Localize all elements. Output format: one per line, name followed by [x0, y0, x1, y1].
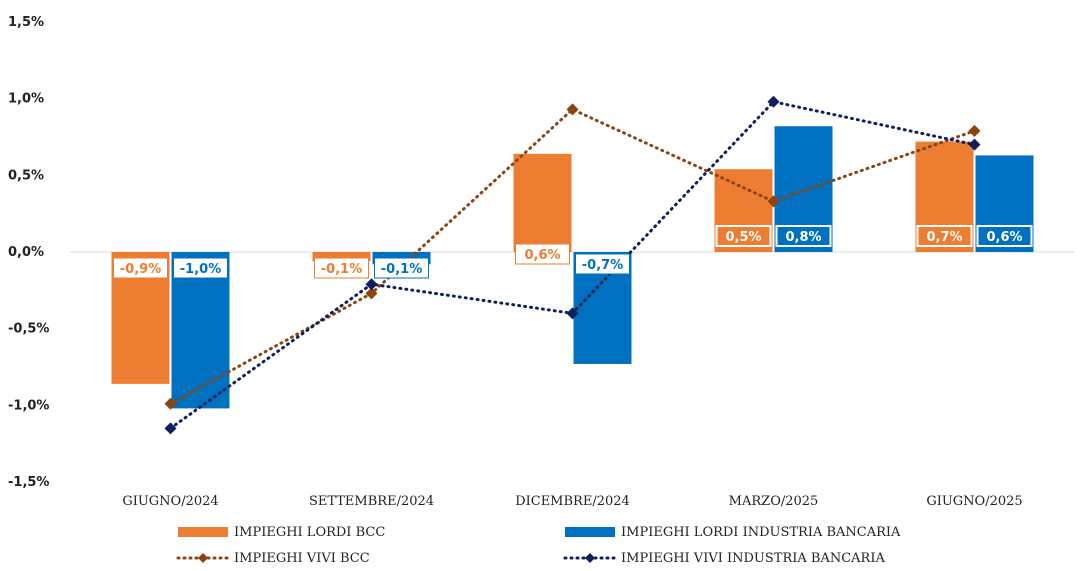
- data-label: 0,7%: [926, 230, 962, 245]
- legend-swatch: [178, 527, 228, 537]
- legend-label: IMPIEGHI LORDI INDUSTRIA BANCARIA: [621, 525, 901, 540]
- data-label-box: [775, 225, 832, 247]
- data-label: 0,6%: [986, 230, 1022, 245]
- legend-label: IMPIEGHI VIVI INDUSTRIA BANCARIA: [621, 551, 885, 566]
- data-label: 0,6%: [524, 248, 560, 263]
- line-point: [767, 95, 780, 108]
- data-label-box: [314, 257, 369, 279]
- line-point: [968, 138, 981, 151]
- y-tick-label: 0,0%: [8, 245, 44, 260]
- line-point: [365, 287, 378, 300]
- y-tick-label: -1,5%: [8, 475, 49, 490]
- y-tick-label: -1,0%: [8, 398, 49, 413]
- line-point: [365, 278, 378, 291]
- legend: IMPIEGHI LORDI BCC IMPIEGHI LORDI INDUSTR…: [176, 525, 901, 566]
- x-tick-label: SETTEMBRE/2024: [309, 494, 434, 509]
- data-label: -0,1%: [321, 262, 362, 277]
- y-tick-label: 0,5%: [8, 168, 44, 183]
- data-labels: -0,9% -0,1% 0,6% 0,5% 0,7% -1,0% -0,1% -0,7% 0,8…: [113, 225, 1033, 279]
- data-label-box: [916, 225, 973, 247]
- data-label-box: [113, 257, 168, 279]
- bar: [513, 153, 572, 252]
- x-tick-label: GIUGNO/2024: [122, 494, 218, 509]
- data-label-box: [575, 253, 630, 275]
- data-label: -0,7%: [582, 258, 623, 273]
- y-axis-ticks: 1,5% 1,0% 0,5% 0,0% -0,5% -1,0% -1,5%: [8, 15, 49, 490]
- data-label-box: [715, 225, 772, 247]
- legend-marker: [198, 553, 208, 563]
- line-point: [566, 307, 579, 320]
- legend-label: IMPIEGHI LORDI BCC: [234, 525, 385, 540]
- data-label: 0,5%: [725, 230, 761, 245]
- series-line: [169, 107, 976, 406]
- data-label: -0,9%: [120, 262, 161, 277]
- data-label-box: [515, 243, 570, 265]
- legend-marker: [585, 553, 595, 563]
- data-label-box: [976, 225, 1033, 247]
- data-label-box: [374, 257, 429, 279]
- legend-label: IMPIEGHI VIVI BCC: [234, 551, 370, 566]
- x-axis-ticks: GIUGNO/2024 SETTEMBRE/2024 DICEMBRE/2024 MA…: [122, 494, 1022, 509]
- series-line: [169, 100, 976, 430]
- legend-swatch: [565, 527, 615, 537]
- y-tick-label: 1,0%: [8, 92, 44, 107]
- x-tick-label: DICEMBRE/2024: [515, 494, 630, 509]
- data-label-box: [173, 257, 228, 279]
- line-point: [566, 103, 579, 116]
- lines: [164, 95, 981, 435]
- y-tick-label: 1,5%: [8, 15, 44, 30]
- data-label: 0,8%: [785, 230, 821, 245]
- y-tick-label: -0,5%: [8, 322, 49, 337]
- line-point: [164, 422, 177, 435]
- x-tick-label: GIUGNO/2025: [926, 494, 1022, 509]
- line-point: [767, 195, 780, 208]
- bar: [312, 252, 371, 262]
- data-label: -1,0%: [180, 262, 221, 277]
- line-point: [968, 124, 981, 137]
- bars: [111, 126, 1034, 409]
- x-tick-label: MARZO/2025: [729, 494, 819, 509]
- line-point: [164, 397, 177, 410]
- data-label: -0,1%: [381, 262, 422, 277]
